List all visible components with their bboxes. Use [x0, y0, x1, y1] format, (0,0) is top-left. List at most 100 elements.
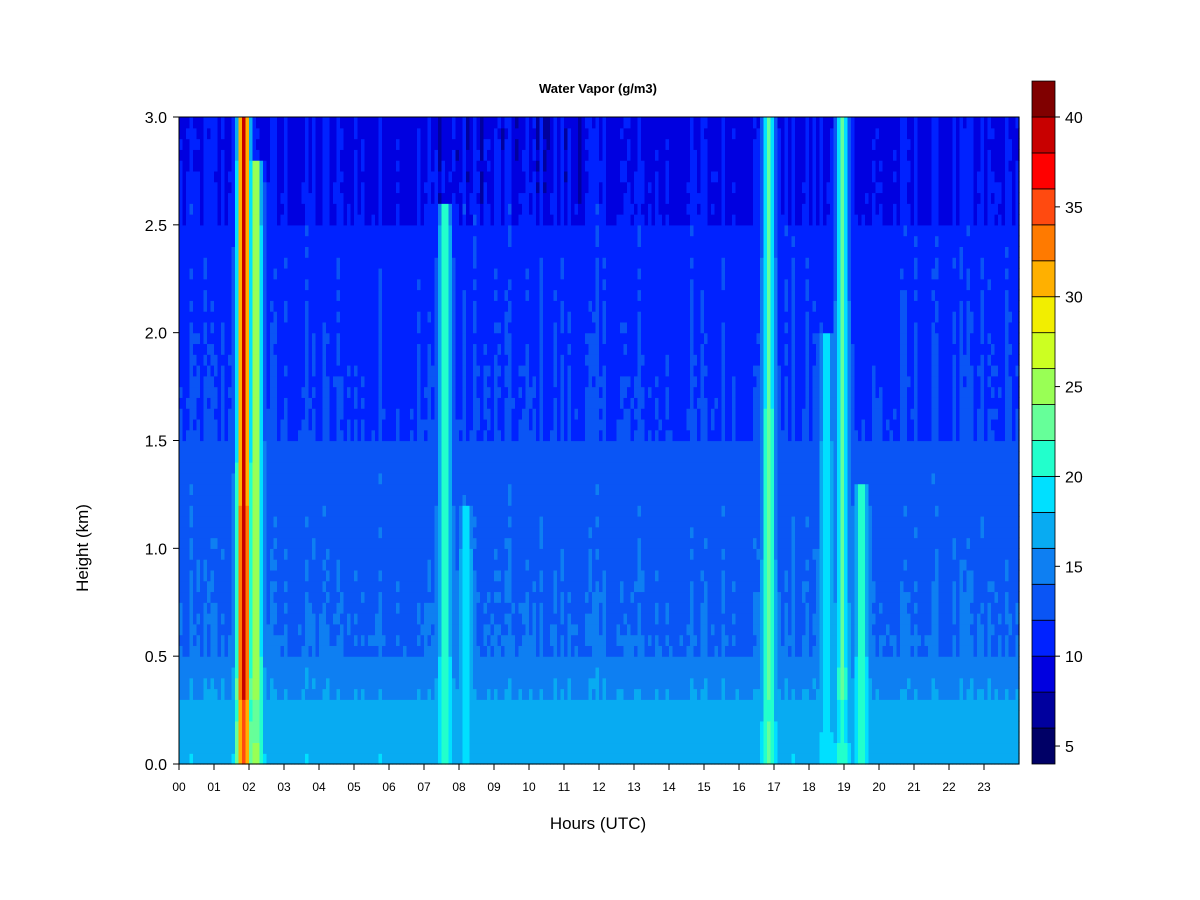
heatmap-cell [179, 214, 183, 225]
heatmap-cell [435, 160, 439, 171]
heatmap-cell [316, 408, 320, 419]
heatmap-cell [386, 343, 390, 354]
heatmap-cell [389, 570, 393, 581]
heatmap-cell [431, 322, 435, 333]
heatmap-cell [302, 699, 306, 710]
heatmap-cell [466, 624, 470, 635]
heatmap-cell [400, 268, 404, 279]
heatmap-cell [410, 192, 414, 203]
heatmap-cell [246, 117, 250, 128]
heatmap-cell [207, 473, 211, 484]
heatmap-cell [421, 581, 425, 592]
heatmap-cell [281, 645, 285, 656]
heatmap-cell [445, 581, 449, 592]
heatmap-cell [417, 225, 421, 236]
heatmap-cell [417, 462, 421, 473]
heatmap-cell [365, 311, 369, 322]
heatmap-cell [382, 128, 386, 139]
heatmap-cell [281, 236, 285, 247]
heatmap-cell [214, 149, 218, 160]
heatmap-cell [309, 117, 313, 128]
heatmap-cell [253, 397, 257, 408]
heatmap-cell [424, 139, 428, 150]
heatmap-cell [333, 484, 337, 495]
heatmap-cell [333, 322, 337, 333]
heatmap-cell [396, 430, 400, 441]
heatmap-cell [393, 559, 397, 570]
heatmap-cell [305, 182, 309, 193]
heatmap-cell [291, 484, 295, 495]
heatmap-cell [270, 376, 274, 387]
heatmap-cell [428, 182, 432, 193]
heatmap-cell [277, 635, 281, 646]
heatmap-cell [193, 343, 197, 354]
heatmap-cell [270, 505, 274, 516]
heatmap-cell [298, 656, 302, 667]
heatmap-cell [305, 160, 309, 171]
heatmap-cell [295, 602, 299, 613]
heatmap-cell [204, 678, 208, 689]
heatmap-cell [337, 678, 341, 689]
heatmap-cell [291, 559, 295, 570]
heatmap-cell [463, 635, 467, 646]
heatmap-cell [445, 667, 449, 678]
heatmap-cell [228, 548, 232, 559]
heatmap-cell [204, 203, 208, 214]
heatmap-cell [197, 387, 201, 398]
heatmap-cell [207, 699, 211, 710]
heatmap-cell [249, 268, 253, 279]
heatmap-cell [298, 419, 302, 430]
heatmap-cell [372, 645, 376, 656]
heatmap-cell [263, 430, 267, 441]
heatmap-cell [354, 635, 358, 646]
heatmap-cell [249, 279, 253, 290]
heatmap-cell [193, 732, 197, 743]
heatmap-cell [221, 214, 225, 225]
heatmap-cell [442, 656, 446, 667]
heatmap-cell [207, 365, 211, 376]
heatmap-cell [295, 333, 299, 344]
heatmap-cell [435, 462, 439, 473]
heatmap-cell [249, 376, 253, 387]
heatmap-cell [228, 387, 232, 398]
heatmap-cell [193, 311, 197, 322]
heatmap-cell [277, 591, 281, 602]
heatmap-cell [274, 721, 278, 732]
heatmap-cell [302, 441, 306, 452]
heatmap-cell [179, 290, 183, 301]
heatmap-cell [183, 268, 187, 279]
heatmap-cell [459, 419, 463, 430]
heatmap-cell [288, 645, 292, 656]
heatmap-cell [449, 397, 453, 408]
heatmap-cell [256, 689, 260, 700]
heatmap-cell [200, 667, 204, 678]
heatmap-cell [400, 527, 404, 538]
heatmap-cell [305, 268, 309, 279]
heatmap-cell [207, 376, 211, 387]
heatmap-cell [417, 430, 421, 441]
heatmap-cell [319, 441, 323, 452]
heatmap-cell [456, 667, 460, 678]
heatmap-cell [438, 742, 442, 753]
heatmap-cell [267, 538, 271, 549]
heatmap-cell [277, 354, 281, 365]
heatmap-cell [452, 721, 456, 732]
heatmap-cell [274, 591, 278, 602]
heatmap-cell [407, 548, 411, 559]
heatmap-cell [305, 516, 309, 527]
heatmap-cell [207, 257, 211, 268]
heatmap-cell [375, 548, 379, 559]
heatmap-cell [442, 484, 446, 495]
heatmap-cell [449, 441, 453, 452]
heatmap-cell [452, 538, 456, 549]
heatmap-cell [235, 139, 239, 150]
heatmap-cell [253, 192, 257, 203]
heatmap-cell [204, 214, 208, 225]
heatmap-cell [270, 128, 274, 139]
heatmap-cell [375, 635, 379, 646]
heatmap-cell [295, 624, 299, 635]
heatmap-cell [249, 365, 253, 376]
heatmap-cell [179, 451, 183, 462]
heatmap-cell [435, 635, 439, 646]
heatmap-cell [393, 656, 397, 667]
